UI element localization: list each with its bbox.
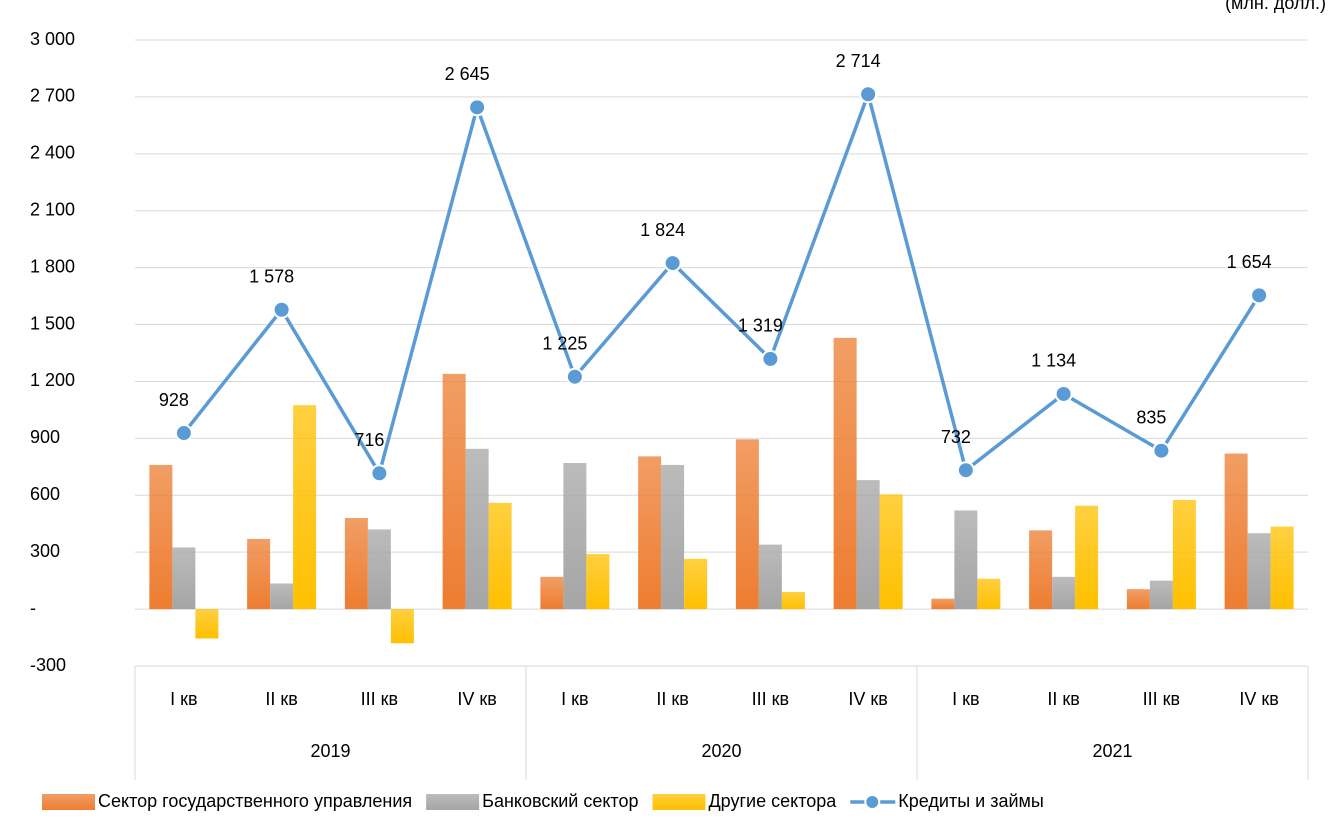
legend-swatch (42, 794, 95, 810)
data-label: 835 (1136, 407, 1166, 427)
x-tick-label: IV кв (457, 689, 496, 709)
data-label: 2 714 (836, 51, 881, 71)
y-tick-label: 1 200 (30, 370, 75, 390)
line-marker (859, 85, 878, 104)
y-tick-label: 1 500 (30, 313, 75, 333)
unit-label: (млн. долл.) (1225, 0, 1326, 13)
x-tick-label: III кв (752, 689, 789, 709)
data-label: 1 578 (249, 266, 294, 286)
line-marker (370, 464, 389, 483)
data-label: 716 (354, 430, 384, 450)
bar (1075, 505, 1099, 610)
bar (270, 583, 294, 610)
bar (344, 518, 368, 610)
data-label: 1 225 (542, 333, 587, 353)
x-tick-label: I кв (561, 689, 588, 709)
data-label: 1 134 (1031, 351, 1076, 371)
y-tick-label: 2 100 (30, 199, 75, 219)
bar (1270, 526, 1294, 610)
bar (367, 529, 391, 610)
y-tick-label: 2 700 (30, 86, 75, 106)
group-label: 2020 (701, 741, 741, 761)
bar (465, 448, 489, 610)
data-label: 732 (941, 427, 971, 447)
line-marker (1250, 286, 1269, 305)
bar (172, 547, 196, 610)
bar (1029, 530, 1053, 610)
bar (735, 439, 759, 610)
bar (540, 576, 564, 610)
data-label: 1 319 (738, 316, 783, 336)
bar (1052, 576, 1076, 610)
line-marker (1152, 441, 1171, 460)
y-tick-label: 1 800 (30, 256, 75, 276)
bar (879, 494, 903, 610)
bar (954, 510, 978, 610)
bar (856, 480, 880, 610)
y-tick-label: 3 000 (30, 29, 75, 49)
line (182, 88, 1261, 478)
data-label: 2 645 (445, 64, 490, 84)
bar (833, 337, 857, 610)
bar (488, 502, 512, 610)
data-label: 928 (159, 390, 189, 410)
line-marker (272, 300, 291, 319)
legend-swatch (426, 794, 480, 810)
y-tick-label: - (30, 598, 36, 618)
x-tick-label: II кв (1047, 689, 1079, 709)
line-marker (761, 349, 780, 368)
line-marker (1054, 384, 1073, 403)
y-tick-label: 900 (30, 427, 60, 447)
bar (149, 464, 173, 610)
y-tick-label: 600 (30, 484, 60, 504)
x-tick-label: I кв (170, 689, 197, 709)
bar (293, 405, 317, 610)
legend-label: Сектор государственного управления (98, 791, 412, 811)
legend-marker (864, 794, 881, 810)
group-label: 2019 (310, 741, 350, 761)
legend-label: Кредиты и займы (898, 791, 1044, 811)
bar (563, 463, 587, 610)
group-label: 2021 (1092, 741, 1132, 761)
x-tick-label: III кв (361, 689, 398, 709)
bar (758, 544, 782, 610)
line-marker (174, 424, 193, 443)
bar (1247, 533, 1271, 610)
line-marker (956, 461, 975, 480)
y-tick-label: -300 (30, 655, 66, 675)
bar (1172, 500, 1196, 610)
y-tick-label: 2 400 (30, 143, 75, 163)
bar (661, 464, 685, 610)
data-label: 1 824 (640, 220, 685, 240)
line-marker (565, 367, 584, 386)
legend-label: Другие сектора (708, 791, 837, 811)
bar (586, 554, 610, 610)
bar (638, 456, 662, 610)
legend-swatch (652, 794, 706, 810)
bar (781, 592, 805, 610)
bar (390, 609, 414, 644)
bar (442, 373, 466, 610)
y-tick-label: 300 (30, 541, 60, 561)
x-tick-label: IV кв (848, 689, 887, 709)
line-marker (663, 254, 682, 273)
bar (977, 578, 1001, 610)
bar (247, 538, 271, 610)
bar (931, 598, 955, 610)
bar (1149, 580, 1173, 610)
x-tick-label: II кв (656, 689, 688, 709)
x-tick-label: III кв (1143, 689, 1180, 709)
data-label: 1 654 (1227, 252, 1272, 272)
legend-label: Банковский сектор (482, 791, 638, 811)
x-tick-label: II кв (265, 689, 297, 709)
bar (1224, 453, 1248, 610)
bar (195, 609, 219, 639)
bar (1126, 589, 1150, 610)
x-tick-label: IV кв (1239, 689, 1278, 709)
line-marker (468, 98, 487, 117)
x-tick-label: I кв (952, 689, 979, 709)
bar (684, 558, 708, 610)
